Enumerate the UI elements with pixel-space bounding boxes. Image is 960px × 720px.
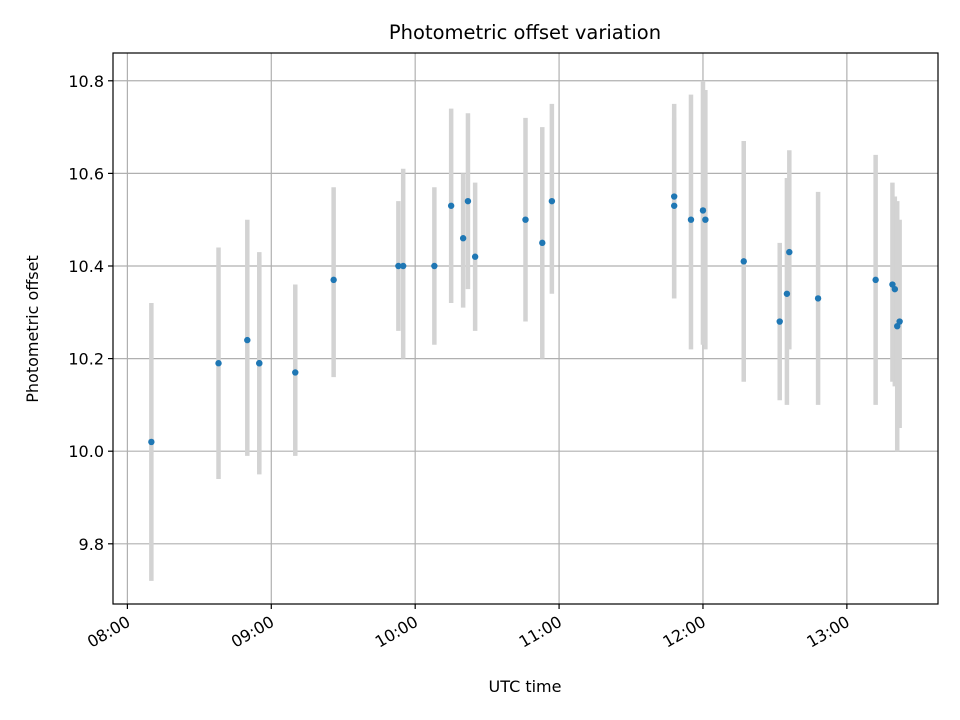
data-point (548, 197, 556, 205)
data-point (256, 360, 263, 367)
x-axis-label: UTC time (489, 677, 562, 696)
plot-frame (112, 52, 939, 605)
y-tick-label: 10.2 (68, 350, 104, 369)
data-point (783, 290, 791, 297)
data-points (148, 193, 903, 446)
data-point (740, 258, 747, 265)
y-tick-label: 10.4 (68, 257, 104, 276)
data-point (872, 276, 879, 284)
y-axis-ticks: 9.8 10.0 10.2 10.4 10.6 10.8 (68, 72, 113, 554)
data-point (330, 276, 337, 284)
data-point (431, 262, 438, 270)
data-point (148, 438, 155, 446)
data-point (399, 262, 407, 270)
data-point (471, 253, 479, 260)
data-point (776, 318, 783, 325)
y-axis-label: Photometric offset (23, 255, 42, 403)
data-point (896, 318, 903, 325)
data-point (702, 216, 709, 223)
chart-title: Photometric offset variation (389, 21, 661, 44)
y-tick-label: 10.6 (68, 164, 104, 183)
data-point (244, 336, 251, 344)
data-point (459, 235, 467, 242)
data-point (670, 202, 678, 209)
data-point (699, 207, 707, 214)
data-point (292, 369, 299, 376)
data-point (670, 193, 678, 200)
data-point (395, 262, 402, 270)
data-point (687, 216, 695, 223)
data-point (215, 360, 222, 367)
data-point (891, 285, 899, 293)
data-point (539, 239, 546, 247)
data-point (786, 248, 793, 256)
y-tick-label: 10.0 (68, 442, 104, 461)
y-tick-label: 10.8 (68, 72, 104, 91)
data-point (522, 216, 529, 223)
y-tick-label: 9.8 (79, 535, 104, 554)
data-point (814, 295, 822, 302)
data-point (447, 202, 455, 209)
data-point (464, 197, 472, 205)
